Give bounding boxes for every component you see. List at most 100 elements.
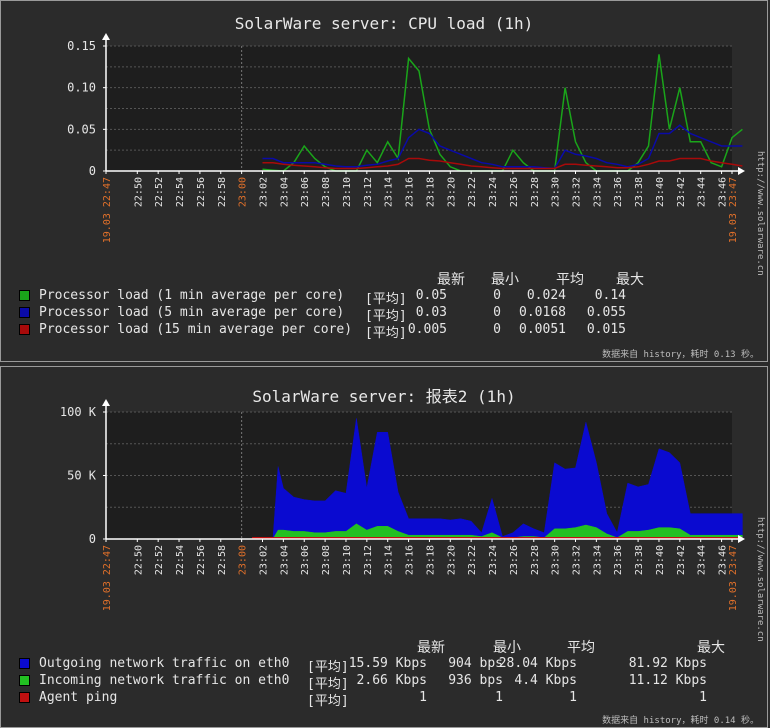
legend-value-max: 11.12 Kbps bbox=[628, 673, 707, 688]
legend-value-min: 936 bps bbox=[448, 673, 503, 688]
legend-row: Processor load (5 min average per core) [… bbox=[19, 305, 759, 324]
legend-header: 最小 bbox=[491, 272, 519, 288]
cpu-load-graph-panel: SolarWare server: CPU load (1h) 0 0.05 0.1… bbox=[0, 0, 768, 362]
legend-value-avg: 0.0051 bbox=[519, 322, 566, 337]
x-tick-label: 22:54 bbox=[175, 177, 186, 207]
legend-series-name: Processor load (5 min average per core) bbox=[39, 305, 345, 320]
x-tick-label: 23:38 bbox=[634, 545, 645, 575]
x-tick-label: 23:24 bbox=[488, 545, 499, 575]
legend-color-swatch bbox=[19, 675, 30, 686]
x-tick-label: 23:18 bbox=[425, 545, 436, 575]
x-tick-label: 23:24 bbox=[488, 177, 499, 207]
x-tick-label: 23:26 bbox=[509, 177, 520, 207]
legend-function: [平均] bbox=[365, 292, 407, 307]
x-tick-label: 23:28 bbox=[530, 545, 541, 575]
x-tick-label: 23:34 bbox=[592, 545, 603, 575]
legend-value-avg: 0.024 bbox=[526, 288, 566, 303]
x-tick-label: 22:58 bbox=[217, 177, 228, 207]
legend-header: 最新 bbox=[417, 640, 445, 656]
legend-color-swatch bbox=[19, 307, 30, 318]
x-tick-label: 23:44 bbox=[697, 545, 708, 575]
cpu-load-chart: 0 0.05 0.10 0.15 19.03 22:47 22:50 22:52 22:54 2… bbox=[67, 33, 745, 243]
legend-value-max: 81.92 Kbps bbox=[628, 656, 707, 671]
legend-row: Outgoing network traffic on eth0 [平均] 15.5… bbox=[19, 656, 759, 675]
legend-header: 最大 bbox=[697, 640, 725, 656]
x-tick-label: 23:02 bbox=[259, 545, 270, 575]
y-tick-label: 0 bbox=[89, 532, 96, 546]
network-traffic-chart: 0 50 K 100 K 19.03 22:47 22:50 22:52 22:54 22:5… bbox=[60, 399, 745, 611]
legend-row: Processor load (1 min average per core) [… bbox=[19, 288, 759, 307]
y-tick-label: 100 K bbox=[60, 405, 97, 419]
x-tick-label: 22:52 bbox=[154, 545, 165, 575]
x-tick-label: 23:12 bbox=[363, 545, 374, 575]
legend-series-name: Agent ping bbox=[39, 690, 118, 705]
x-tick-label: 23:30 bbox=[551, 545, 562, 575]
legend-header: 最大 bbox=[616, 272, 644, 288]
x-end-label: 19.03 23:47 bbox=[728, 545, 739, 611]
watermark: http://www.solarware.cn bbox=[755, 151, 765, 276]
x-tick-label: 23:00 bbox=[238, 545, 249, 575]
legend-value-last: 1 bbox=[419, 690, 427, 705]
x-tick-label: 23:46 bbox=[718, 177, 729, 207]
series-line-processor-load-5-min-average-per-core- bbox=[262, 124, 743, 170]
x-tick-label: 23:14 bbox=[384, 177, 395, 207]
x-tick-label: 23:02 bbox=[259, 177, 270, 207]
legend-value-last: 0.03 bbox=[415, 305, 447, 320]
x-start-label: 19.03 22:47 bbox=[102, 177, 113, 243]
legend-header: 平均 bbox=[556, 272, 584, 288]
legend-function: [平均] bbox=[307, 660, 349, 675]
legend-value-min: 0 bbox=[493, 305, 501, 320]
legend-value-avg: 28.04 Kbps bbox=[498, 656, 577, 671]
x-tick-label: 23:00 bbox=[238, 177, 249, 207]
legend-function: [平均] bbox=[307, 677, 349, 692]
legend-value-avg: 0.0168 bbox=[519, 305, 566, 320]
x-tick-label: 23:40 bbox=[655, 545, 666, 575]
legend-color-swatch bbox=[19, 692, 30, 703]
x-tick-label: 22:50 bbox=[133, 177, 144, 207]
legend-header: 最小 bbox=[493, 640, 521, 656]
x-tick-label: 23:18 bbox=[425, 177, 436, 207]
x-tick-label: 23:16 bbox=[405, 545, 416, 575]
graph-title: SolarWare server: CPU load (1h) bbox=[234, 14, 534, 33]
legend-value-max: 0.14 bbox=[594, 288, 626, 303]
x-tick-label: 22:56 bbox=[196, 177, 207, 207]
x-tick-label: 23:32 bbox=[572, 545, 583, 575]
x-axis-arrow bbox=[738, 535, 745, 543]
y-tick-label: 0.15 bbox=[67, 39, 96, 53]
x-tick-label: 23:20 bbox=[446, 545, 457, 575]
data-source-footer: 数据来自 history，耗时 0.14 秒。 bbox=[602, 716, 759, 726]
y-axis-arrow bbox=[102, 399, 110, 406]
x-tick-label: 22:54 bbox=[175, 545, 186, 575]
x-tick-label: 23:36 bbox=[613, 177, 624, 207]
x-tick-label: 23:04 bbox=[279, 177, 290, 207]
x-tick-label: 23:08 bbox=[321, 177, 332, 207]
legend-value-min: 904 bps bbox=[448, 656, 503, 671]
x-tick-label: 23:26 bbox=[509, 545, 520, 575]
x-tick-label: 23:30 bbox=[551, 177, 562, 207]
series-area-outgoing-network-traffic-on-eth0 bbox=[262, 418, 743, 540]
x-tick-label: 23:10 bbox=[342, 545, 353, 575]
x-start-label: 19.03 22:47 bbox=[102, 545, 113, 611]
x-tick-label: 23:06 bbox=[300, 545, 311, 575]
y-tick-label: 0.05 bbox=[67, 122, 96, 136]
legend-value-min: 1 bbox=[495, 690, 503, 705]
x-tick-label: 23:20 bbox=[446, 177, 457, 207]
x-tick-label: 22:58 bbox=[217, 545, 228, 575]
legend-value-max: 0.055 bbox=[586, 305, 626, 320]
legend-value-last: 15.59 Kbps bbox=[348, 656, 427, 671]
legend-row: Incoming network traffic on eth0 [平均] 2.66… bbox=[19, 673, 759, 692]
y-tick-label: 0.10 bbox=[67, 81, 96, 95]
x-tick-label: 23:04 bbox=[279, 545, 290, 575]
x-tick-label: 23:16 bbox=[405, 177, 416, 207]
legend-value-avg: 1 bbox=[569, 690, 577, 705]
legend-series-name: Processor load (1 min average per core) bbox=[39, 288, 345, 303]
y-tick-label: 0 bbox=[89, 164, 96, 178]
legend-series-name: Incoming network traffic on eth0 bbox=[39, 673, 290, 688]
x-axis-arrow bbox=[738, 167, 745, 175]
x-tick-label: 23:22 bbox=[467, 545, 478, 575]
x-end-label: 19.03 23:47 bbox=[728, 177, 739, 243]
x-tick-label: 23:44 bbox=[697, 177, 708, 207]
x-tick-label: 23:14 bbox=[384, 545, 395, 575]
x-tick-label: 23:08 bbox=[321, 545, 332, 575]
x-tick-label: 23:28 bbox=[530, 177, 541, 207]
